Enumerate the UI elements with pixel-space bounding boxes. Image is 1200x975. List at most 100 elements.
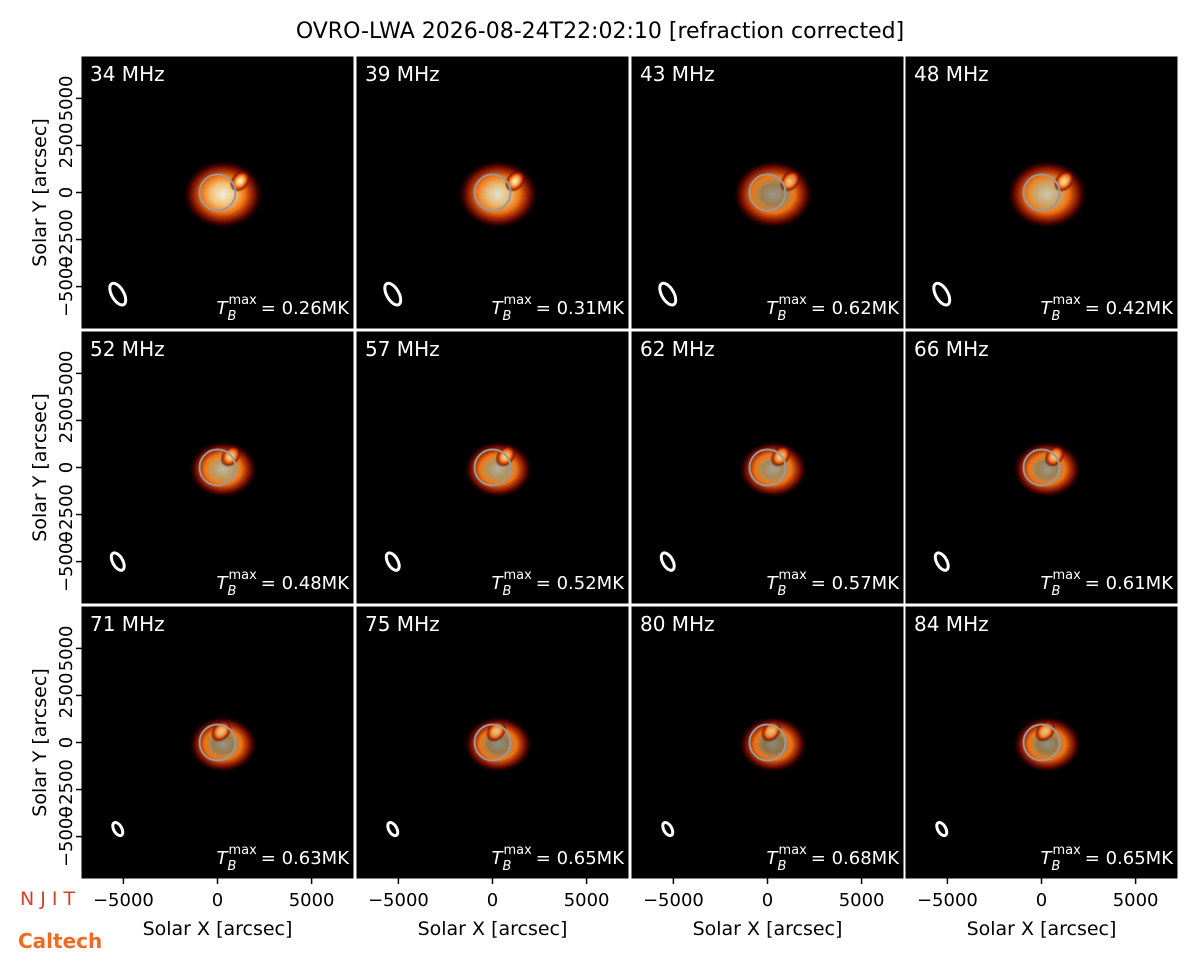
tmax-label: TBmax = 0.61MK [1041, 568, 1175, 599]
tmax-label: TBmax = 0.65MK [492, 843, 626, 874]
panel: 34 MHz TBmax = 0.26MK [82, 57, 353, 328]
tmax-superscript: max [1052, 568, 1081, 583]
tmax-superscript: max [503, 293, 532, 308]
y-tick-label: 2500 [56, 123, 77, 169]
tmax-superscript: max [1052, 843, 1081, 858]
y-axis-label: Solar Y [arcsec] [29, 118, 51, 266]
frequency-label: 52 MHz [90, 337, 165, 361]
x-tick-label: 5000 [1113, 890, 1159, 911]
panel: 39 MHz TBmax = 0.31MK [357, 57, 628, 328]
tmax-value: = 0.42MK [1085, 298, 1174, 319]
tmax-value: = 0.65MK [1085, 848, 1174, 869]
beam [661, 821, 675, 838]
source-blob [1007, 160, 1088, 229]
tmax-value: = 0.57MK [811, 573, 900, 594]
tmax-subscript: B [778, 584, 787, 599]
tmax-label: TBmax = 0.26MK [217, 293, 351, 324]
tmax-subscript: B [503, 584, 512, 599]
tmax-label: TBmax = 0.63MK [217, 843, 351, 874]
logo-njit: N J I T [20, 888, 76, 910]
chart-title: OVRO-LWA 2026-08-24T22:02:10 [refraction… [296, 19, 904, 44]
tmax-superscript: max [228, 293, 257, 308]
frequency-label: 43 MHz [640, 62, 715, 86]
frequency-label: 62 MHz [640, 337, 715, 361]
tmax-subscript: B [503, 309, 512, 324]
beam [111, 821, 125, 838]
solar-limb [473, 448, 512, 487]
solar-limb [748, 448, 787, 487]
tmax-subscript: B [778, 859, 787, 874]
tmax-label: TBmax = 0.57MK [767, 568, 901, 599]
tmax-symbol: T [217, 848, 230, 869]
tmax-symbol: T [767, 848, 780, 869]
tmax-subscript: B [778, 309, 787, 324]
beam [384, 551, 401, 572]
beam [933, 551, 950, 572]
tmax-superscript: max [1052, 293, 1081, 308]
panel: 75 MHz TBmax = 0.65MK [357, 607, 628, 878]
solar-limb [1022, 448, 1061, 487]
x-axis-label: Solar X [arcsec] [967, 918, 1117, 940]
tmax-value: = 0.61MK [1085, 573, 1174, 594]
x-axis-label: Solar X [arcsec] [143, 918, 293, 940]
frequency-label: 34 MHz [90, 62, 165, 86]
panel: 48 MHz TBmax = 0.42MK [906, 57, 1177, 328]
frequency-label: 71 MHz [90, 612, 165, 636]
panel: 80 MHz TBmax = 0.68MK [632, 607, 903, 878]
x-axis-label: Solar X [arcsec] [693, 918, 843, 940]
beam [658, 281, 678, 307]
source-blob [1013, 716, 1082, 773]
panel: 84 MHz TBmax = 0.65MK [906, 607, 1177, 878]
y-tick-label: −2500 [56, 759, 77, 820]
y-tick-label: 0 [56, 737, 77, 748]
y-tick-label: −5000 [56, 256, 77, 317]
tmax-subscript: B [503, 859, 512, 874]
tmax-superscript: max [228, 568, 257, 583]
solar-limb [748, 723, 787, 762]
x-tick-label: 0 [487, 890, 498, 911]
y-tick-label: −2500 [56, 484, 77, 545]
tmax-label: TBmax = 0.48MK [217, 568, 351, 599]
tmax-value: = 0.26MK [261, 298, 350, 319]
solar-limb [198, 448, 237, 487]
tmax-label: TBmax = 0.42MK [1041, 293, 1175, 324]
tmax-symbol: T [217, 573, 230, 594]
y-tick-label: 5000 [56, 350, 77, 396]
tmax-value: = 0.52MK [536, 573, 625, 594]
tmax-label: TBmax = 0.65MK [1041, 843, 1175, 874]
tmax-label: TBmax = 0.31MK [492, 293, 626, 324]
source-blob [458, 160, 539, 229]
tmax-subscript: B [228, 309, 237, 324]
source-blob [189, 716, 258, 773]
x-tick-label: −5000 [917, 890, 978, 911]
beam [383, 281, 403, 307]
solar-limb [473, 173, 512, 212]
tmax-superscript: max [778, 568, 807, 583]
tmax-symbol: T [767, 573, 780, 594]
tmax-symbol: T [1041, 298, 1054, 319]
beam [109, 551, 126, 572]
frequency-label: 75 MHz [365, 612, 440, 636]
source-blob [183, 160, 264, 229]
beam [932, 281, 952, 307]
source-blob [733, 160, 814, 229]
tmax-value: = 0.31MK [536, 298, 625, 319]
frequency-label: 39 MHz [365, 62, 440, 86]
tmax-value: = 0.62MK [811, 298, 900, 319]
tmax-superscript: max [228, 843, 257, 858]
frequency-label: 66 MHz [914, 337, 989, 361]
tmax-symbol: T [492, 298, 505, 319]
y-tick-label: −5000 [56, 531, 77, 592]
x-tick-label: −5000 [93, 890, 154, 911]
tmax-subscript: B [228, 584, 237, 599]
x-tick-label: 0 [1036, 890, 1047, 911]
panel-frame [631, 56, 904, 329]
x-tick-label: 5000 [289, 890, 335, 911]
beam [108, 281, 128, 307]
y-tick-label: 0 [56, 462, 77, 473]
tmax-subscript: B [228, 859, 237, 874]
tmax-symbol: T [767, 298, 780, 319]
panel-frame [905, 331, 1178, 604]
panel: 71 MHz TBmax = 0.63MK [82, 607, 353, 878]
